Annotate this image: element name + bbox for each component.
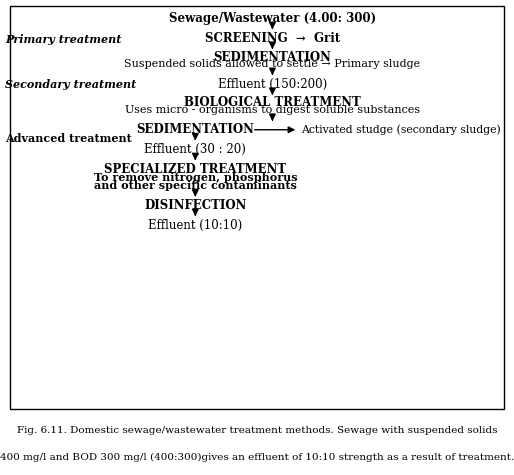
Text: Advanced treatment: Advanced treatment bbox=[5, 133, 132, 144]
Text: Effluent (150:200): Effluent (150:200) bbox=[218, 78, 327, 91]
Text: SCREENING  →  Grit: SCREENING → Grit bbox=[205, 32, 340, 45]
Text: SEDIMENTATION: SEDIMENTATION bbox=[136, 123, 254, 136]
Text: 400 mg/l and BOD 300 mg/l (400:300)gives an effluent of 10:10 strength as a resu: 400 mg/l and BOD 300 mg/l (400:300)gives… bbox=[0, 453, 514, 462]
Text: and other specific contaminants: and other specific contaminants bbox=[94, 180, 297, 191]
Text: Primary treatment: Primary treatment bbox=[5, 34, 121, 45]
Text: Secondary treatment: Secondary treatment bbox=[5, 79, 136, 90]
Text: Uses micro - organisms to digest soluble substances: Uses micro - organisms to digest soluble… bbox=[125, 105, 420, 115]
Text: Fig. 6.11. Domestic sewage/wastewater treatment methods. Sewage with suspended s: Fig. 6.11. Domestic sewage/wastewater tr… bbox=[17, 426, 497, 435]
Text: To remove nitrogen, phosphorus: To remove nitrogen, phosphorus bbox=[94, 172, 297, 183]
Text: BIOLOGICAL TREATMENT: BIOLOGICAL TREATMENT bbox=[184, 96, 361, 109]
Text: DISINFECTION: DISINFECTION bbox=[144, 199, 247, 212]
Text: SPECIALIZED TREATMENT: SPECIALIZED TREATMENT bbox=[104, 162, 286, 176]
Text: SEDIMENTATION: SEDIMENTATION bbox=[213, 50, 332, 64]
Text: Effluent (30 : 20): Effluent (30 : 20) bbox=[144, 143, 246, 156]
Text: Effluent (10:10): Effluent (10:10) bbox=[148, 218, 243, 232]
Text: Sewage/Wastewater (4.00: 300): Sewage/Wastewater (4.00: 300) bbox=[169, 12, 376, 25]
Text: Suspended solids allowed to settle → Primary sludge: Suspended solids allowed to settle → Pri… bbox=[124, 59, 420, 69]
Text: Activated studge (secondary sludge): Activated studge (secondary sludge) bbox=[301, 124, 501, 135]
